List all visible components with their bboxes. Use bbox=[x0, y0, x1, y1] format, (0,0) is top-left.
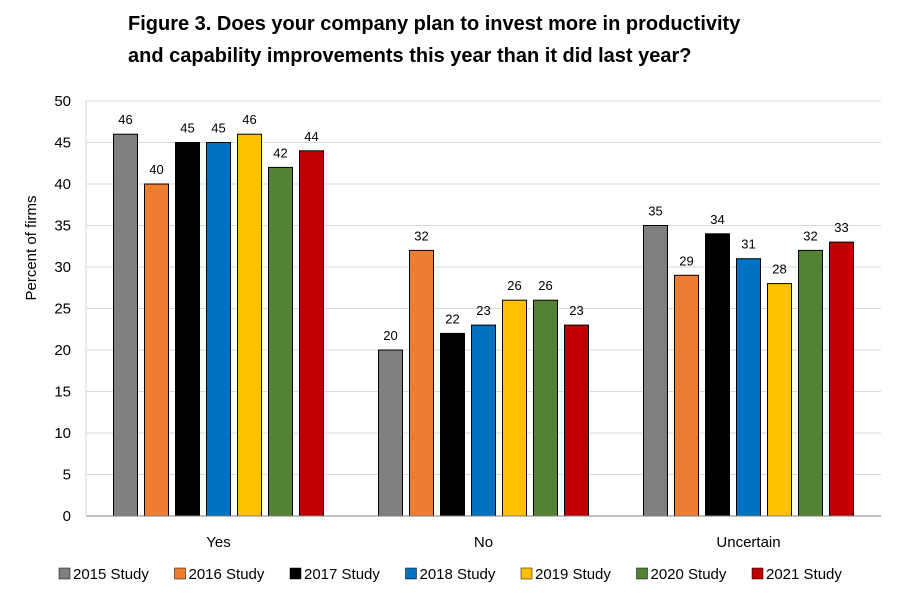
bar-2017-study-yes bbox=[175, 142, 200, 517]
legend-item: 2021 Study bbox=[751, 566, 842, 583]
category-label: No bbox=[474, 534, 493, 551]
legend-swatch bbox=[174, 567, 186, 580]
legend-swatch bbox=[58, 567, 71, 580]
bar-2015-study-no bbox=[378, 349, 403, 517]
legend-label: 2020 Study bbox=[651, 566, 727, 583]
data-labels: 46 40 45 45 46 42 44 20 32 22 23 26 26 23 35 29 34 31 28 32… bbox=[118, 112, 848, 343]
bar-2016-study-uncertain bbox=[674, 274, 699, 517]
y-tick-label: 15 bbox=[54, 384, 71, 401]
legend-swatch bbox=[520, 567, 533, 580]
legend-item: 2018 Study bbox=[405, 566, 496, 583]
data-label: 28 bbox=[772, 262, 786, 277]
category-labels: Yes No Uncertain bbox=[206, 534, 780, 551]
data-label: 45 bbox=[211, 121, 225, 136]
bar-2021-study-yes bbox=[299, 150, 324, 517]
legend-label: 2021 Study bbox=[766, 566, 842, 583]
data-label: 22 bbox=[445, 311, 459, 326]
bar-2019-study-no bbox=[502, 299, 527, 517]
legend-label: 2018 Study bbox=[420, 566, 496, 583]
data-label: 34 bbox=[710, 212, 724, 227]
chart-title-line-1: Figure 3. Does your company plan to inve… bbox=[128, 13, 741, 35]
bar-2021-study-uncertain bbox=[829, 241, 854, 517]
bar-2020-study-uncertain bbox=[798, 249, 823, 517]
bar-2016-study-yes bbox=[144, 183, 169, 517]
y-tick-label: 40 bbox=[54, 176, 71, 193]
bar-2018-study-uncertain bbox=[736, 258, 761, 517]
bars bbox=[113, 133, 854, 517]
chart-title: Figure 3. Does your company plan to inve… bbox=[128, 13, 741, 67]
legend-item: 2020 Study bbox=[636, 566, 727, 583]
data-label: 26 bbox=[507, 278, 521, 293]
data-label: 23 bbox=[569, 303, 583, 318]
y-axis-title: Percent of firms bbox=[23, 195, 40, 300]
data-label: 40 bbox=[149, 162, 163, 177]
y-axis-ticks: 0 5 10 15 20 25 30 35 40 45 50 bbox=[54, 93, 71, 525]
legend-label: 2019 Study bbox=[535, 566, 611, 583]
bar-2017-study-no bbox=[440, 332, 465, 517]
data-label: 33 bbox=[834, 220, 848, 235]
legend: 2015 Study 2016 Study 2017 Study 2018 Study… bbox=[58, 566, 842, 583]
data-label: 31 bbox=[741, 237, 755, 252]
bar-2016-study-no bbox=[409, 249, 434, 517]
bar-2017-study-uncertain bbox=[705, 233, 730, 517]
y-tick-label: 20 bbox=[54, 342, 71, 359]
legend-swatch bbox=[751, 567, 764, 580]
data-label: 44 bbox=[304, 129, 318, 144]
y-tick-label: 25 bbox=[54, 301, 71, 318]
data-label: 23 bbox=[476, 303, 490, 318]
y-tick-label: 50 bbox=[54, 93, 71, 110]
legend-item: 2017 Study bbox=[289, 566, 380, 583]
legend-item: 2019 Study bbox=[520, 566, 611, 583]
y-tick-label: 30 bbox=[54, 259, 71, 276]
legend-item: 2015 Study bbox=[58, 566, 149, 583]
data-label: 32 bbox=[803, 228, 817, 243]
legend-label: 2017 Study bbox=[304, 566, 380, 583]
legend-swatch bbox=[289, 567, 302, 580]
y-tick-label: 10 bbox=[54, 425, 71, 442]
category-label: Uncertain bbox=[716, 534, 780, 551]
data-label: 46 bbox=[118, 112, 132, 127]
category-label: Yes bbox=[206, 534, 230, 551]
data-label: 46 bbox=[242, 112, 256, 127]
bar-2020-study-yes bbox=[268, 166, 293, 517]
x-axis bbox=[85, 101, 881, 517]
y-tick-label: 35 bbox=[54, 218, 71, 235]
data-label: 45 bbox=[180, 121, 194, 136]
bar-2020-study-no bbox=[533, 299, 558, 517]
bar-2021-study-no bbox=[564, 324, 589, 517]
bar-2018-study-yes bbox=[206, 142, 231, 517]
legend-swatch bbox=[405, 567, 417, 580]
data-label: 35 bbox=[648, 204, 662, 219]
data-label: 42 bbox=[273, 145, 287, 160]
data-label: 29 bbox=[679, 253, 693, 268]
legend-label: 2015 Study bbox=[73, 566, 149, 583]
legend-swatch bbox=[636, 567, 648, 580]
bar-2019-study-yes bbox=[237, 133, 262, 517]
bar-2015-study-uncertain bbox=[643, 225, 668, 517]
data-label: 26 bbox=[538, 278, 552, 293]
data-label: 32 bbox=[414, 228, 428, 243]
y-tick-label: 5 bbox=[63, 467, 71, 484]
data-label: 20 bbox=[383, 328, 397, 343]
bar-2015-study-yes bbox=[113, 133, 138, 517]
y-tick-label: 45 bbox=[54, 135, 71, 152]
y-tick-label: 0 bbox=[63, 508, 71, 525]
chart-title-line-2: and capability improvements this year th… bbox=[128, 45, 692, 67]
legend-label: 2016 Study bbox=[189, 566, 265, 583]
legend-item: 2016 Study bbox=[174, 566, 265, 583]
bar-2018-study-no bbox=[471, 324, 496, 517]
bar-2019-study-uncertain bbox=[767, 283, 792, 517]
